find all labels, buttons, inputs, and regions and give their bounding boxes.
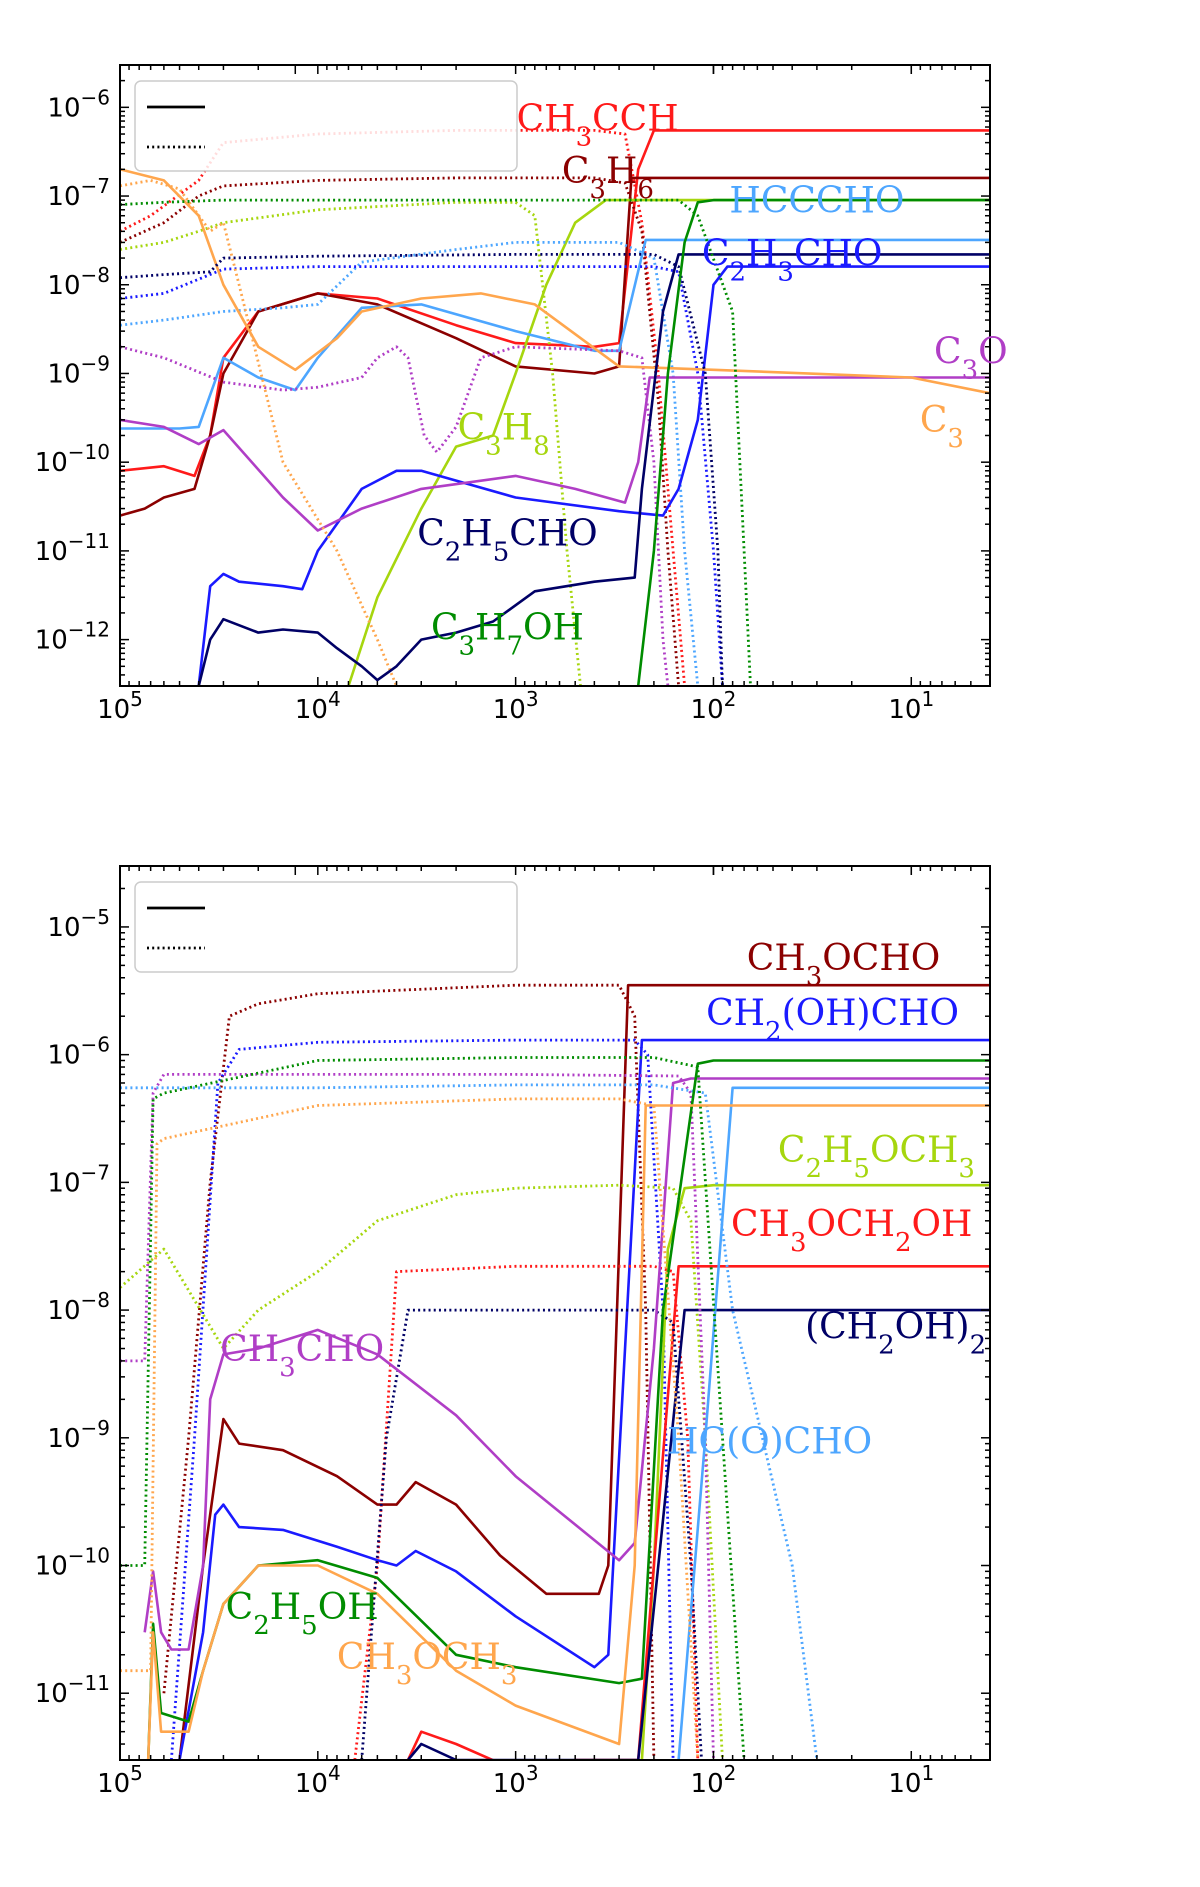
- species-label-HCCCHO: HCCCHO: [729, 181, 904, 222]
- x-tick-label: 103: [493, 1761, 539, 1799]
- x-tick-label: 104: [295, 687, 341, 725]
- y-tick-label: 10−10: [35, 440, 110, 478]
- y-tick-label: 10−6: [47, 85, 110, 123]
- y-axis: 10−11 10−10 10−9 10−8 10−7 10−6 10−5: [35, 865, 990, 1761]
- y-tick-label: 10−8: [47, 263, 110, 301]
- series-CH3OCHO-ice-line: [162, 983, 656, 1760]
- series-C3-ice-line: [120, 179, 398, 686]
- legend: [134, 80, 518, 172]
- species-label-(CH2OH)2: (CH2OH)2: [805, 1306, 986, 1360]
- series-C3O-gas-line: [120, 376, 990, 532]
- y-tick-label: 10−12: [35, 618, 110, 656]
- species-label-CH3OCHO: CH3OCHO: [747, 938, 940, 992]
- y-tick-label: 10−8: [47, 1288, 110, 1326]
- species-label-CH3CCH: CH3CCH: [517, 98, 679, 152]
- species-label-C3: C3: [920, 400, 964, 454]
- x-tick-label: 103: [493, 687, 539, 725]
- species-label-C2H3CHO: C2H3CHO: [702, 233, 883, 287]
- series-CH3CCH-gas-line: [120, 129, 990, 478]
- series-CH3OCH3-gas-line: [146, 1104, 990, 1760]
- series-C3O-ice-line: [120, 345, 670, 686]
- series-CH2(OH)CHO-gas-line: [178, 1038, 990, 1760]
- species-label-C3H8: C3H8: [458, 408, 550, 462]
- series-CH3OCHO-gas-line: [178, 983, 990, 1760]
- species-label-C3H6: C3H6: [562, 151, 654, 205]
- y-tick-label: 10−7: [47, 1160, 110, 1198]
- series-C3H7OH-gas-line: [636, 198, 990, 686]
- series-group: [120, 129, 990, 686]
- x-tick-label: 101: [888, 687, 934, 725]
- legend-box: [134, 80, 518, 172]
- series-CH3OCH2OH-gas-line: [406, 1265, 990, 1760]
- series-C3-gas-line: [120, 168, 990, 395]
- species-label-CH2(OH)CHO: CH2(OH)CHO: [706, 993, 959, 1047]
- y-tick-label: 10−9: [47, 351, 110, 389]
- series-(CH2OH)2-gas-line: [407, 1308, 990, 1760]
- series-CH3CCH-ice-line: [120, 129, 686, 686]
- x-tick-label: 102: [691, 687, 737, 725]
- series-CH3CHO-gas-line: [143, 1077, 990, 1651]
- species-label-C3O: C3O: [934, 331, 1008, 385]
- series-CH3CHO-ice-line: [120, 1073, 715, 1760]
- species-label-C2H5OCH3: C2H5OCH3: [778, 1130, 975, 1184]
- y-tick-label: 10−11: [35, 1671, 110, 1709]
- series-C2H5CHO-gas-line: [197, 253, 990, 686]
- species-label-CH3CHO: CH3CHO: [220, 1329, 384, 1383]
- y-tick-label: 10−11: [35, 529, 110, 567]
- chart-panel-bottom: 105 104 103 102 10110−1110−1010−910−810−710−…: [35, 865, 991, 1799]
- series-HCCCHO-ice-line: [120, 241, 700, 686]
- y-tick-label: 10−5: [47, 905, 110, 943]
- y-tick-label: 10−9: [47, 1416, 110, 1454]
- x-axis: 105 104 103 102 101: [97, 65, 991, 725]
- y-tick-label: 10−10: [35, 1544, 110, 1582]
- series-CH3OCH3-ice-line: [120, 1097, 700, 1760]
- series-C3H6-ice-line: [120, 176, 680, 686]
- series-C3H6-gas-line: [120, 176, 990, 517]
- species-label-CH3OCH2OH: CH3OCH2OH: [731, 1204, 972, 1258]
- legend-box: [134, 881, 518, 973]
- x-tick-label: 102: [691, 1761, 737, 1799]
- series-C2H5OCH3-ice-line: [120, 1183, 724, 1760]
- x-tick-label: 101: [888, 1761, 934, 1799]
- x-tick-label: 105: [97, 1761, 143, 1799]
- series-C3H7OH-ice-line: [120, 198, 752, 686]
- x-axis: 105 104 103 102 101: [97, 866, 991, 1799]
- species-label-CH3OCH3: CH3OCH3: [337, 1637, 517, 1691]
- series-C2H5OH-ice-line: [120, 1056, 746, 1760]
- series-CH2(OH)CHO-ice-line: [170, 1038, 675, 1760]
- x-tick-label: 104: [295, 1761, 341, 1799]
- legend: [134, 881, 518, 973]
- plot-frame: [119, 865, 991, 1761]
- series-CH3OCH2OH-ice-line: [353, 1264, 700, 1760]
- species-label-C3H7OH: C3H7OH: [431, 608, 584, 662]
- series-(CH2OH)2-ice-line: [360, 1308, 703, 1760]
- series-HCCCHO-gas-line: [120, 238, 990, 430]
- species-label-C2H5CHO: C2H5CHO: [417, 514, 598, 568]
- y-axis: 10−12 10−11 10−10 10−9 10−8 10−7 10−6: [35, 64, 990, 687]
- y-tick-label: 10−6: [47, 1033, 110, 1071]
- series-C2H5CHO-ice-line: [120, 253, 724, 686]
- series-group: [120, 983, 990, 1760]
- species-label-C2H5OH: C2H5OH: [226, 1587, 379, 1641]
- series-HC(O)CHO-gas-line: [677, 1086, 990, 1760]
- series-C2H3CHO-ice-line: [120, 265, 724, 686]
- series-C3H8-gas-line: [347, 198, 990, 686]
- chart-panel-top: 105 104 103 102 10110−1210−1110−1010−910−810…: [35, 64, 1008, 725]
- x-tick-label: 105: [97, 687, 143, 725]
- y-tick-label: 10−7: [47, 174, 110, 212]
- series-HC(O)CHO-ice-line: [120, 1083, 819, 1760]
- series-C3H8-ice-line: [120, 200, 582, 686]
- species-label-HC(O)CHO: HC(O)CHO: [667, 1422, 872, 1463]
- series-C2H5OH-gas-line: [146, 1059, 990, 1760]
- series-C2H3CHO-gas-line: [197, 265, 990, 686]
- plot-frame: [119, 64, 991, 687]
